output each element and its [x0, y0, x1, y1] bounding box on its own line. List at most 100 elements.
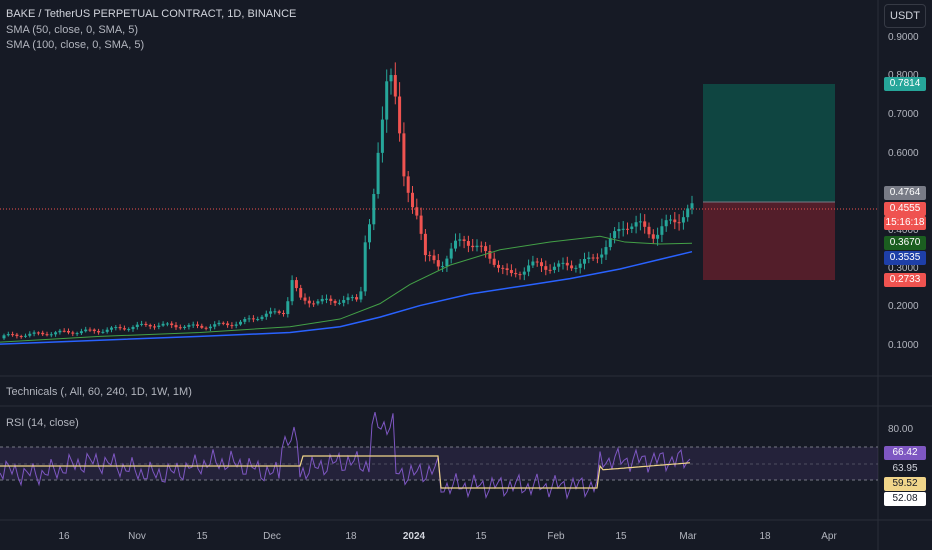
candle-body — [552, 266, 556, 270]
candle-body — [6, 334, 10, 336]
candle-body — [19, 336, 23, 338]
candle-body — [325, 298, 328, 300]
time-tick: 15 — [196, 531, 208, 542]
candle-body — [187, 325, 191, 327]
candle-body — [514, 273, 518, 275]
candle-body — [638, 221, 642, 223]
candle-body — [157, 325, 161, 327]
candle-body — [454, 240, 457, 249]
candle-body — [445, 258, 449, 267]
candle-body — [479, 245, 483, 247]
candle-body — [11, 334, 15, 336]
time-tick: Dec — [263, 531, 281, 542]
candle-body — [600, 254, 604, 258]
candle-body — [196, 324, 199, 326]
candle-body — [174, 325, 178, 328]
candle-body — [656, 234, 660, 239]
candle-body — [484, 246, 488, 252]
candle-body — [363, 242, 367, 292]
candle-body — [557, 263, 561, 267]
candle-body — [337, 302, 341, 304]
candle-body — [501, 267, 505, 269]
candle-body — [178, 327, 182, 329]
candle-body — [669, 219, 672, 221]
stop-price-badge: 0.2733 — [884, 273, 926, 287]
candle-body — [294, 280, 298, 289]
candle-body — [578, 263, 582, 268]
time-tick: 15 — [475, 531, 487, 542]
rsi-indicator-label[interactable]: RSI (14, close) — [6, 417, 79, 429]
candle-body — [531, 261, 535, 266]
candle-body — [686, 208, 690, 218]
candle-body — [286, 301, 290, 315]
rsi-value-badge: 66.42 — [884, 446, 926, 460]
candle-body — [217, 322, 221, 325]
candle-body — [522, 271, 526, 275]
candle-body — [346, 297, 350, 301]
candle-body — [127, 329, 131, 331]
candle-body — [677, 222, 681, 224]
candle-body — [256, 319, 260, 321]
candle-body — [393, 75, 397, 97]
technicals-indicator-label[interactable]: Technicals (, All, 60, 240, 1D, 1W, 1M) — [6, 386, 192, 398]
candle-body — [647, 226, 651, 235]
candle-body — [402, 133, 406, 177]
candle-body — [419, 215, 423, 234]
symbol-title[interactable]: BAKE / TetherUS PERPETUAL CONTRACT, 1D, … — [6, 8, 297, 20]
candle-body — [389, 75, 393, 82]
candle-body — [466, 241, 470, 246]
price-tick: 0.4000 — [888, 225, 919, 236]
candle-body — [153, 326, 156, 328]
candle-body — [49, 334, 53, 336]
price-tick: 0.1000 — [888, 340, 919, 351]
time-tick: Mar — [679, 531, 697, 542]
candle-body — [312, 303, 316, 305]
sma100-value-badge: 0.3535 — [884, 251, 926, 265]
candle-body — [247, 318, 251, 320]
sma100-legend[interactable]: SMA (100, close, 0, SMA, 5) — [6, 39, 145, 51]
candle-body — [161, 323, 165, 326]
currency-button[interactable]: USDT — [884, 4, 926, 28]
candle-body — [574, 267, 578, 269]
candle-body — [565, 262, 569, 266]
sma50-legend[interactable]: SMA (50, close, 0, SMA, 5) — [6, 24, 139, 36]
candle-body — [2, 335, 6, 339]
candle-body — [264, 313, 268, 317]
time-tick: 18 — [759, 531, 771, 542]
candle-body — [84, 329, 88, 332]
candle-body — [213, 324, 217, 327]
candle-body — [58, 330, 62, 333]
time-tick: Feb — [547, 531, 565, 542]
candle-body — [626, 228, 629, 230]
candle-body — [62, 330, 66, 332]
candle-body — [617, 229, 621, 232]
candle-body — [79, 331, 83, 334]
candle-body — [436, 260, 440, 267]
candle-body — [243, 319, 247, 322]
candle-body — [135, 324, 139, 327]
candle-body — [651, 234, 655, 239]
candle-body — [660, 226, 664, 235]
candle-body — [226, 323, 230, 326]
candle-body — [67, 330, 70, 333]
candle-body — [540, 262, 543, 267]
rsi-value-2: 63.95 — [884, 462, 926, 476]
candle-body — [458, 239, 462, 241]
candle-body — [372, 194, 376, 225]
candle-body — [148, 324, 152, 327]
candle-body — [359, 291, 363, 300]
candle-body — [122, 328, 126, 330]
sma50-line — [0, 235, 693, 343]
candle-body — [200, 325, 204, 328]
candle-body — [239, 321, 242, 325]
candle-body — [604, 247, 608, 255]
price-tick: 0.6000 — [888, 148, 919, 159]
candle-body — [282, 312, 285, 315]
sma100-line — [0, 250, 693, 345]
candle-body — [406, 176, 410, 193]
candle-body — [673, 219, 677, 223]
candle-body — [497, 264, 500, 268]
candle-body — [681, 217, 685, 223]
time-tick: Nov — [128, 531, 146, 542]
